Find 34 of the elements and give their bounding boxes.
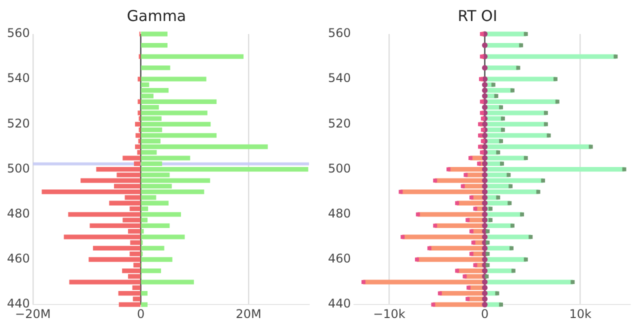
- y-tick-label: 560: [7, 26, 30, 40]
- x-tick-label: 0: [136, 306, 145, 321]
- chart-title: Gamma: [126, 6, 186, 25]
- bar: [485, 234, 531, 240]
- x-tick-label: 0: [480, 306, 489, 321]
- bar: [141, 65, 170, 70]
- y-tick-label: 480: [328, 206, 351, 221]
- y-tick-label: 560: [328, 26, 351, 40]
- y-tick-label: 520: [7, 116, 30, 130]
- bar: [141, 42, 168, 48]
- y-tick-label: 540: [7, 71, 30, 86]
- bar: [141, 290, 148, 296]
- y-tick-label: 460: [328, 252, 351, 266]
- y-tick-label: 500: [328, 161, 351, 176]
- x-tick-label: −10k: [373, 306, 406, 321]
- bar: [485, 54, 616, 59]
- x-tick-label: 10k: [569, 306, 592, 321]
- x-tick-label: −20M: [15, 306, 51, 321]
- y-tick-label: 440: [328, 296, 351, 311]
- bar: [141, 32, 168, 36]
- y-tick-label: 460: [7, 252, 30, 266]
- y-tick-label: 500: [7, 161, 30, 176]
- bar: [138, 76, 140, 82]
- x-tick-label: 20M: [236, 306, 262, 321]
- bar: [141, 302, 148, 307]
- bar: [485, 257, 526, 262]
- y-tick-label: 540: [328, 71, 351, 86]
- bar: [485, 280, 574, 284]
- y-tick-label: 520: [328, 116, 351, 130]
- bar: [141, 54, 244, 59]
- y-tick-label: 480: [7, 206, 30, 221]
- chart-title: RT OI: [458, 6, 498, 25]
- bar: [485, 32, 526, 36]
- bar: [138, 99, 140, 104]
